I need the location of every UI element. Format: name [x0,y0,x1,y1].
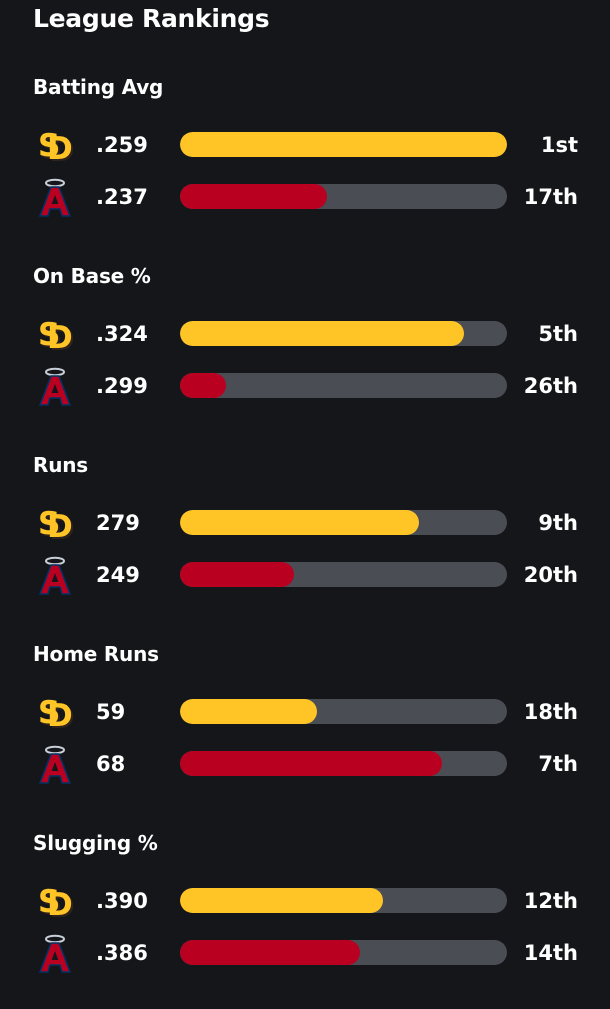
svg-text:S: S [40,130,62,165]
stat-value: .390 [96,889,148,913]
svg-text:S: S [38,884,60,920]
ranking-bar-fill [180,562,295,587]
stat-value: 59 [96,700,126,724]
ranking-bar-fill [180,373,226,398]
section-title: Runs [33,453,88,477]
svg-text:S: S [40,508,62,543]
league-rank: 1st [540,133,578,157]
svg-text:D: D [47,887,73,921]
stat-value: .386 [96,941,148,965]
svg-text:D: D [47,698,73,732]
team-row-angels: 68 7th [0,744,610,784]
ranking-bar-fill [180,888,383,913]
ranking-bar-fill [180,132,507,157]
ranking-bar-fill [180,940,360,965]
ranking-bar [180,888,507,913]
svg-text:D: D [49,133,74,165]
league-rank: 9th [538,511,578,535]
stat-value: .237 [96,185,148,209]
ranking-bar [180,373,507,398]
league-rank: 18th [523,700,578,724]
stat-value: 68 [96,752,126,776]
league-rank: 7th [538,752,578,776]
ranking-bar [180,321,507,346]
section-title: Slugging % [33,831,158,855]
svg-text:S: S [40,697,62,732]
svg-text:D: D [49,889,74,921]
svg-text:S: S [38,506,60,542]
section-title: On Base % [33,264,151,288]
stat-value: .299 [96,374,148,398]
svg-text:S: S [38,695,60,731]
svg-text:S: S [38,128,60,164]
team-row-angels: .237 17th [0,177,610,217]
ranking-bar-fill [180,699,318,724]
svg-text:S: S [40,319,62,354]
ranking-bar-fill [180,321,465,346]
stat-value: .259 [96,133,148,157]
league-rank: 26th [523,374,578,398]
league-rank: 12th [523,889,578,913]
team-row-angels: .386 14th [0,933,610,973]
ranking-bar [180,510,507,535]
svg-text:S: S [38,317,60,353]
svg-text:D: D [47,509,73,543]
angels-a-logo-icon [36,555,74,595]
angels-a-logo-icon [36,366,74,406]
section-title: Batting Avg [33,75,164,99]
svg-text:D: D [47,131,73,165]
league-rank: 5th [538,322,578,346]
ranking-bar [180,562,507,587]
stat-value: 279 [96,511,140,535]
ranking-bar [180,940,507,965]
ranking-bar [180,132,507,157]
svg-text:D: D [49,700,74,732]
ranking-bar-fill [180,184,328,209]
stat-value: .324 [96,322,148,346]
svg-text:D: D [49,511,74,543]
svg-text:S: S [40,886,62,921]
team-row-angels: .299 26th [0,366,610,406]
league-rank: 17th [523,185,578,209]
team-row-angels: 249 20th [0,555,610,595]
league-rank: 20th [523,563,578,587]
angels-a-logo-icon [36,933,74,973]
ranking-bar [180,699,507,724]
league-rank: 14th [523,941,578,965]
angels-a-logo-icon [36,177,74,217]
svg-text:D: D [47,320,73,354]
svg-text:D: D [49,322,74,354]
stat-value: 249 [96,563,140,587]
ranking-bar-fill [180,510,419,535]
ranking-bar-fill [180,751,442,776]
page-title: League Rankings [33,4,270,33]
angels-a-logo-icon [36,744,74,784]
ranking-bar [180,751,507,776]
section-title: Home Runs [33,642,159,666]
ranking-bar [180,184,507,209]
